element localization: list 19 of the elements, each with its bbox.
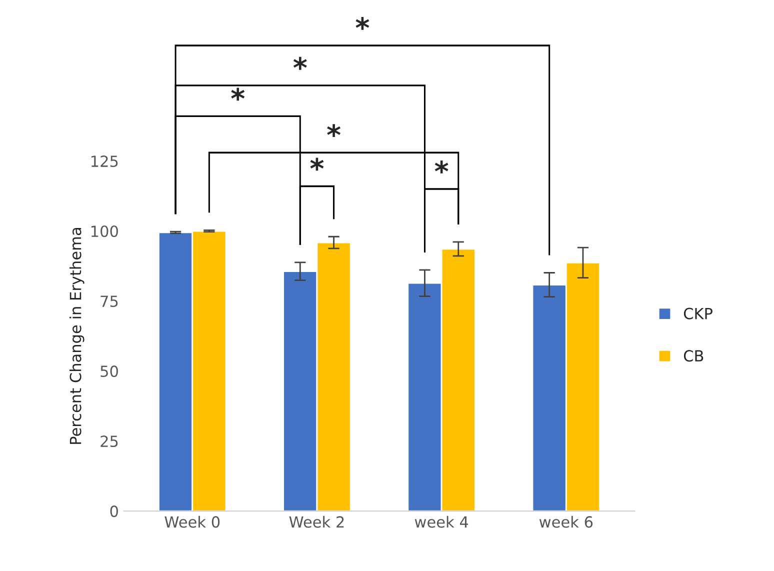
legend-label: CB [684, 350, 704, 362]
annotation: * [310, 158, 324, 171]
y-tick-label: 25 [100, 436, 118, 448]
text: * [231, 88, 245, 101]
y-tick-label: 75 [100, 296, 118, 308]
x-tick-label: Week 2 [289, 516, 344, 528]
y-tick-label: 125 [91, 155, 118, 168]
annotation: * [434, 160, 448, 174]
x-tick-label: week 4 [414, 516, 468, 528]
y-tick-label: 0 [110, 506, 118, 518]
y-tick-label: 100 [91, 225, 118, 238]
text: * [293, 56, 307, 70]
text: * [356, 17, 370, 30]
text: * [327, 124, 340, 138]
x-tick-label: week 6 [539, 516, 593, 528]
x-tick-label: Week 0 [164, 516, 220, 528]
legend-label: CKP [684, 308, 712, 320]
y-axis-title: Percent Change in Erythema [69, 228, 84, 444]
y-tick-label: 50 [100, 366, 118, 378]
